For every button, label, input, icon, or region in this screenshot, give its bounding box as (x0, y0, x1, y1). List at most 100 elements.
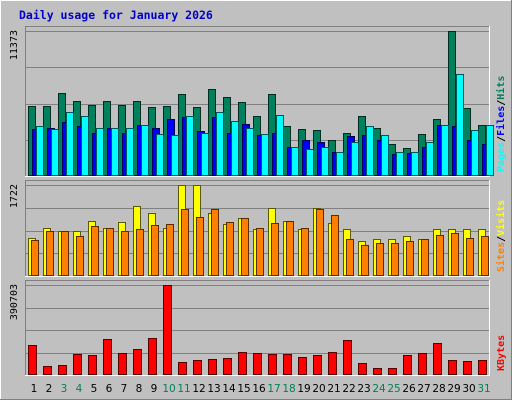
x-tick-label: 31 (477, 383, 490, 395)
bar-kbytes-24 (373, 368, 382, 375)
x-tick-label: 30 (462, 383, 475, 395)
legend-separator: / (496, 236, 507, 242)
bar-sites-20 (316, 209, 324, 276)
bar-sites-24 (376, 243, 384, 276)
bar-pages-9 (156, 134, 164, 176)
bar-kbytes-21 (328, 352, 337, 375)
bar-sites-22 (346, 239, 354, 276)
x-tick-label: 29 (447, 383, 460, 395)
bar-kbytes-27 (418, 353, 427, 375)
bar-kbytes-16 (253, 353, 262, 375)
bar-sites-6 (106, 228, 114, 276)
bar-sites-12 (196, 217, 204, 276)
bar-kbytes-29 (448, 360, 457, 375)
bar-sites-25 (391, 243, 399, 276)
bar-pages-3 (66, 112, 74, 176)
bar-sites-2 (46, 231, 54, 276)
bar-sites-26 (406, 241, 414, 276)
bar-sites-5 (91, 226, 99, 276)
bar-sites-30 (466, 238, 474, 276)
bar-pages-31 (486, 125, 494, 176)
bar-pages-4 (81, 116, 89, 176)
x-tick-label: 6 (106, 383, 113, 395)
bar-kbytes-13 (208, 359, 217, 375)
x-tick-label: 5 (91, 383, 98, 395)
bar-kbytes-4 (73, 354, 82, 375)
legend-pages: Pages (496, 142, 507, 172)
legend-sites: Sites (495, 242, 507, 272)
bar-pages-29 (456, 74, 464, 176)
bar-pages-1 (36, 126, 44, 176)
panel-legend: Pages/Files/Hits (495, 76, 507, 172)
x-tick-label: 1 (31, 383, 38, 395)
bar-sites-15 (241, 218, 249, 276)
bar-sites-31 (481, 236, 489, 276)
bar-sites-14 (226, 222, 234, 276)
x-tick-label: 25 (387, 383, 400, 395)
x-tick-label: 21 (327, 383, 340, 395)
x-tick-label: 13 (207, 383, 220, 395)
bar-pages-26 (411, 152, 419, 176)
legend-visits: Visits (495, 200, 507, 236)
bar-pages-8 (141, 125, 149, 176)
bar-sites-3 (61, 231, 69, 276)
bar-pages-5 (96, 128, 104, 176)
bar-sites-29 (451, 233, 459, 276)
x-tick-label: 18 (282, 383, 295, 395)
bar-pages-30 (471, 130, 479, 176)
x-tick-label: 12 (192, 383, 205, 395)
series-sites (31, 209, 489, 276)
x-tick-label: 3 (61, 383, 68, 395)
x-tick-label: 23 (357, 383, 370, 395)
bar-sites-23 (361, 245, 369, 276)
bar-sites-11 (181, 209, 189, 276)
bar-sites-9 (151, 225, 159, 276)
bar-kbytes-19 (298, 357, 307, 375)
x-tick-label: 27 (417, 383, 430, 395)
bar-kbytes-17 (268, 354, 277, 375)
bar-pages-7 (126, 128, 134, 176)
series-pages (36, 74, 494, 176)
panel-visits: 1722 Sites/Visits (9, 180, 507, 277)
bar-pages-21 (336, 152, 344, 176)
bar-sites-8 (136, 229, 144, 276)
x-tick-label: 11 (177, 383, 190, 395)
bar-sites-21 (331, 215, 339, 276)
bar-kbytes-31 (478, 360, 487, 375)
panel-legend: KBytes (496, 335, 507, 371)
bar-pages-22 (351, 142, 359, 176)
bar-kbytes-8 (133, 349, 142, 375)
bar-sites-17 (271, 223, 279, 276)
x-tick-label: 10 (162, 383, 175, 395)
bar-kbytes-22 (343, 340, 352, 375)
bar-kbytes-12 (193, 360, 202, 375)
legend-separator: / (496, 100, 507, 106)
chart-panels: 11373Pages/Files/Hits1722Sites/Visits390… (9, 26, 507, 376)
bar-pages-19 (306, 149, 314, 176)
legend-kbytes: KBytes (496, 335, 507, 371)
chart-title: Daily usage for January 2026 (19, 8, 213, 22)
legend-files: Files (495, 106, 507, 136)
panel-kbytes: 390703 KBytes (9, 280, 507, 376)
x-tick-label: 26 (402, 383, 416, 395)
series-kbytes (28, 285, 487, 375)
bar-sites-18 (286, 221, 294, 276)
x-tick-label: 15 (237, 383, 250, 395)
bar-kbytes-18 (283, 354, 292, 375)
x-axis: 1 2 3 4 5 6 7 8 9 10 11 12 13 14 15 16 17 18 19 20 21 22 23 24 2… (31, 383, 491, 395)
bar-pages-10 (171, 135, 179, 176)
bar-kbytes-2 (43, 366, 52, 375)
bar-pages-6 (111, 128, 119, 176)
bar-pages-17 (276, 115, 284, 176)
bar-sites-13 (211, 209, 219, 276)
bar-sites-7 (121, 231, 129, 276)
bar-pages-13 (216, 112, 224, 176)
x-tick-label: 2 (46, 383, 53, 395)
bar-kbytes-14 (223, 358, 232, 375)
panel-legend: Sites/Visits (495, 200, 507, 272)
x-tick-label: 20 (312, 383, 325, 395)
bar-sites-1 (31, 240, 39, 276)
bar-kbytes-23 (358, 363, 367, 375)
